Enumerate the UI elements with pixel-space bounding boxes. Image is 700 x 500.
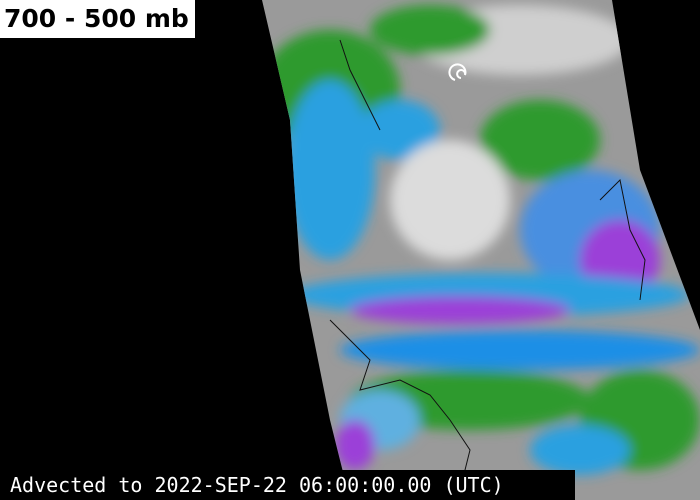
title-label: 700 - 500 mb	[0, 0, 195, 38]
water-vapor-field	[262, 0, 700, 500]
timestamp: Advected to 2022-SEP-22 06:00:00.00 (UTC…	[0, 470, 575, 500]
